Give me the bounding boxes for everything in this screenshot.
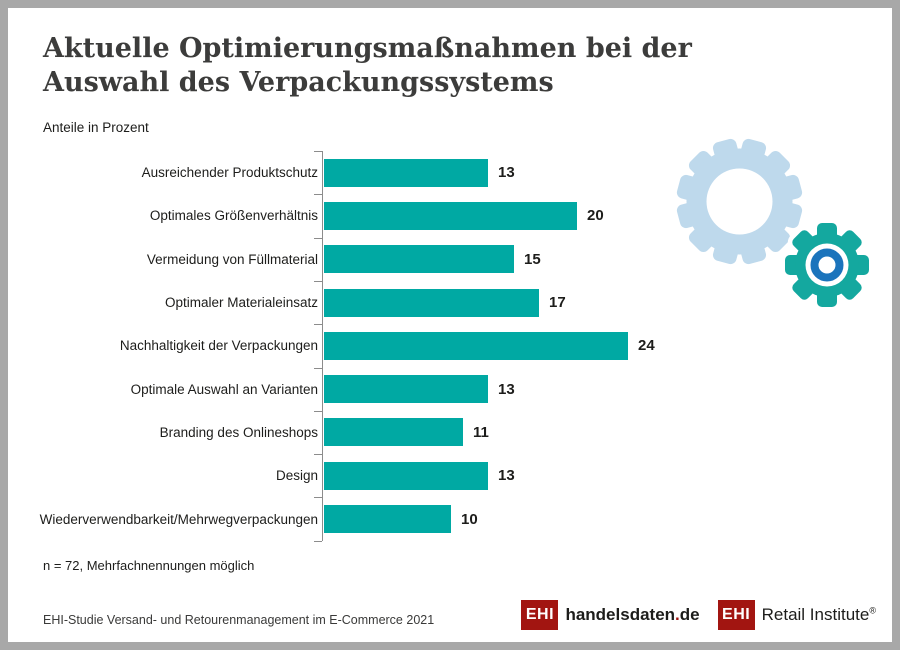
bar-row: Optimales Größenverhältnis 20 xyxy=(38,194,878,237)
bar xyxy=(324,288,539,317)
axis-tick xyxy=(314,151,322,152)
title-line-2: Auswahl des Verpackungssystems xyxy=(43,67,554,98)
bar-chart: Ausreichender Produktschutz 13 Optimales… xyxy=(38,151,878,542)
bar-value-label: 17 xyxy=(549,294,566,312)
chart-units-label: Anteile in Prozent xyxy=(43,120,149,135)
bar xyxy=(324,245,514,274)
bar xyxy=(324,461,488,490)
bar-row: Vermeidung von Füllmaterial 15 xyxy=(38,238,878,281)
category-label: Ausreichender Produktschutz xyxy=(141,165,318,181)
title-line-1: Aktuelle Optimierungsmaßnahmen bei der xyxy=(43,33,692,64)
ehi-logo-box: EHI xyxy=(717,600,755,630)
bar-row: Nachhaltigkeit der Verpackungen 24 xyxy=(38,324,878,367)
axis-tick xyxy=(314,324,322,326)
bar xyxy=(324,331,628,360)
logo-handelsdaten-text: handelsdaten.de xyxy=(565,605,700,624)
bar-value-label: 13 xyxy=(498,164,515,182)
bar-row: Optimale Auswahl an Varianten 13 xyxy=(38,367,878,410)
chart-rows: Ausreichender Produktschutz 13 Optimales… xyxy=(38,151,878,541)
category-label: Branding des Onlineshops xyxy=(159,424,318,440)
category-label: Optimales Größenverhältnis xyxy=(149,208,318,224)
axis-tick xyxy=(314,410,322,412)
gear-ring xyxy=(810,248,844,282)
footnote: n = 72, Mehrfachnennungen möglich xyxy=(43,558,255,573)
bar-row: Ausreichender Produktschutz 13 xyxy=(38,151,878,194)
source-line: EHI-Studie Versand- und Retourenmanageme… xyxy=(43,613,435,627)
bar-row: Design 13 xyxy=(38,454,878,497)
category-label: Wiederverwendbarkeit/Mehrwegverpackungen xyxy=(39,511,318,527)
logo-retail-text: Retail Institute® xyxy=(761,605,876,624)
bar xyxy=(324,201,577,230)
bar-row: Branding des Onlineshops 11 xyxy=(38,411,878,454)
y-axis-line xyxy=(321,151,323,541)
category-label: Optimale Auswahl an Varianten xyxy=(130,381,318,397)
bar-value-label: 11 xyxy=(473,423,489,441)
logo-retail-institute: EHI Retail Institute® xyxy=(717,600,876,630)
bar xyxy=(324,505,451,534)
logos: EHI handelsdaten.de EHI Retail Institute… xyxy=(521,600,876,630)
bar-row: Wiederverwendbarkeit/Mehrwegverpackungen… xyxy=(38,497,878,540)
category-label: Nachhaltigkeit der Verpackungen xyxy=(119,338,318,354)
bar-row: Optimaler Materialeinsatz 17 xyxy=(38,281,878,324)
category-label: Design xyxy=(275,468,318,484)
ehi-logo-box: EHI xyxy=(521,600,559,630)
axis-tick xyxy=(314,497,322,499)
page-title: Aktuelle Optimierungsmaßnahmen bei der A… xyxy=(43,32,703,100)
bar-value-label: 15 xyxy=(524,250,541,268)
axis-tick xyxy=(314,454,322,456)
gears-illustration xyxy=(676,138,874,312)
bar-value-label: 10 xyxy=(461,510,478,528)
logo-dot: . xyxy=(675,605,680,624)
bar-value-label: 20 xyxy=(587,207,604,225)
axis-tick xyxy=(314,540,322,542)
category-label: Vermeidung von Füllmaterial xyxy=(146,251,318,267)
bar xyxy=(324,375,488,404)
axis-tick xyxy=(314,237,322,239)
registered-mark: ® xyxy=(869,605,876,616)
axis-tick xyxy=(314,194,322,196)
gear-large-icon xyxy=(676,138,803,265)
axis-tick xyxy=(314,280,322,282)
axis-tick xyxy=(314,367,322,369)
bar-value-label: 24 xyxy=(638,337,655,355)
bar xyxy=(324,418,463,447)
gear-small-icon xyxy=(780,218,874,312)
logo-handelsdaten: EHI handelsdaten.de xyxy=(521,600,700,630)
bar xyxy=(324,158,488,187)
category-label: Optimaler Materialeinsatz xyxy=(164,295,318,311)
bar-value-label: 13 xyxy=(498,380,515,398)
bar-value-label: 13 xyxy=(498,467,515,485)
